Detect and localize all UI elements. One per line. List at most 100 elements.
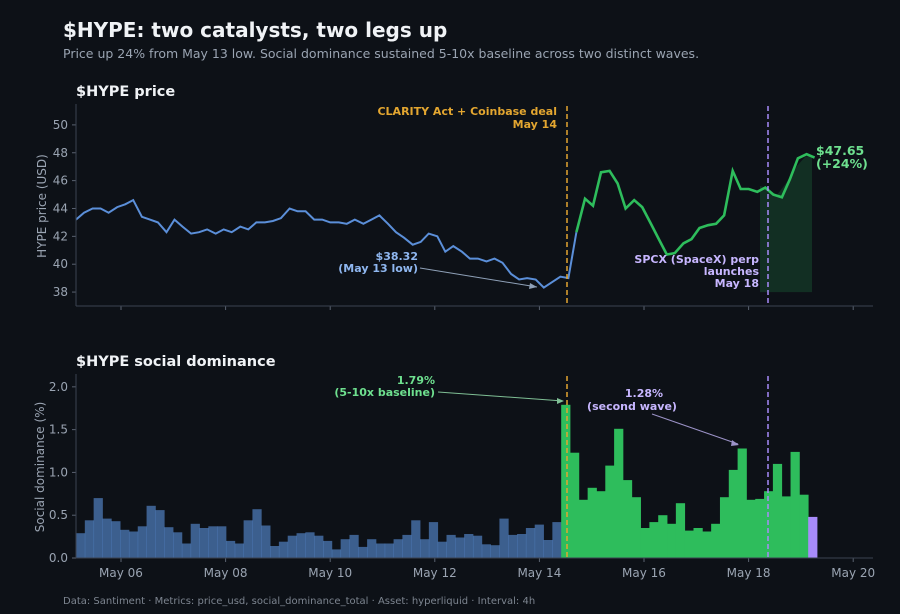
social-bar bbox=[446, 534, 456, 558]
social-bar bbox=[737, 448, 747, 558]
social-y-tick-label: 1.0 bbox=[49, 465, 68, 479]
social-bar bbox=[428, 522, 439, 558]
social-bar bbox=[693, 528, 703, 558]
social-bar bbox=[402, 534, 412, 558]
social-bar bbox=[375, 543, 386, 558]
social-x-tick-label: May 10 bbox=[308, 566, 352, 580]
social-x-tick-label: May 06 bbox=[99, 566, 143, 580]
low-price-arrowhead bbox=[529, 283, 537, 289]
social-bar bbox=[667, 523, 677, 558]
social-y-tick-label: 1.5 bbox=[49, 423, 68, 437]
peak-1-arrow bbox=[437, 391, 564, 402]
price-line-pre-catalyst bbox=[75, 198, 578, 289]
social-bar bbox=[111, 521, 121, 558]
peak-2-label: 1.28% bbox=[625, 387, 663, 400]
price-chart: $HYPE price HYPE price (USD) 38 40 42 44 46 4… bbox=[35, 84, 873, 310]
social-bar bbox=[93, 498, 103, 558]
social-bar bbox=[128, 531, 139, 558]
social-bar bbox=[261, 525, 271, 558]
social-bar bbox=[464, 534, 474, 558]
social-bar bbox=[517, 534, 527, 558]
price-change-label: (+24%) bbox=[816, 156, 868, 171]
social-y-axis-label: Social dominance (%) bbox=[33, 402, 47, 533]
low-price-arrow bbox=[419, 267, 538, 288]
social-bar bbox=[525, 528, 536, 558]
price-y-axis-label: HYPE price (USD) bbox=[35, 154, 49, 258]
social-bar bbox=[84, 520, 95, 558]
social-bar bbox=[719, 497, 730, 558]
latest-price-label: $47.65 bbox=[816, 143, 864, 158]
social-bar bbox=[481, 544, 492, 558]
price-y-tick-label: 48 bbox=[53, 146, 68, 160]
social-bar bbox=[790, 451, 800, 558]
social-bar bbox=[561, 404, 571, 558]
social-bar bbox=[146, 505, 156, 558]
social-bar bbox=[658, 515, 668, 558]
social-bar bbox=[76, 533, 86, 558]
price-y-tick-label: 42 bbox=[53, 229, 68, 243]
social-bar bbox=[640, 528, 650, 558]
social-bar bbox=[508, 534, 518, 558]
social-bar bbox=[455, 537, 465, 558]
social-bar bbox=[746, 499, 756, 558]
social-bar bbox=[314, 535, 324, 558]
social-x-tick-label: May 16 bbox=[622, 566, 666, 580]
catalyst-2-label-line2: launches bbox=[704, 265, 760, 278]
catalyst-2-date: May 18 bbox=[715, 277, 759, 290]
social-bar bbox=[755, 498, 765, 558]
social-bar bbox=[243, 520, 253, 558]
social-bar bbox=[393, 539, 403, 558]
social-bar bbox=[305, 532, 315, 558]
social-bar bbox=[684, 530, 694, 558]
social-x-tick-label: May 14 bbox=[517, 566, 561, 580]
social-bar bbox=[270, 546, 280, 558]
social-bar bbox=[499, 518, 509, 558]
social-bar bbox=[490, 545, 500, 558]
social-bar bbox=[605, 465, 615, 558]
social-bar bbox=[702, 531, 712, 558]
social-bar bbox=[208, 526, 218, 558]
price-y-tick-label: 44 bbox=[53, 201, 68, 215]
peak-2-arrow bbox=[651, 413, 739, 445]
social-bar bbox=[552, 522, 562, 558]
social-y-tick-label: 2.0 bbox=[49, 380, 68, 394]
low-price-note: (May 13 low) bbox=[338, 262, 418, 275]
social-bar bbox=[781, 496, 791, 558]
social-bar bbox=[367, 539, 377, 558]
price-chart-title: $HYPE price bbox=[76, 84, 175, 100]
price-y-tick-label: 38 bbox=[53, 285, 68, 299]
social-bar bbox=[614, 428, 624, 558]
social-bar bbox=[358, 546, 368, 558]
peak-1-note: (5-10x baseline) bbox=[334, 386, 435, 399]
social-bar bbox=[543, 540, 553, 558]
social-bar bbox=[234, 543, 245, 558]
peak-2-note: (second wave) bbox=[587, 400, 677, 413]
social-bar bbox=[534, 524, 544, 558]
price-y-tick-label: 50 bbox=[53, 118, 68, 132]
social-bar bbox=[728, 469, 739, 558]
peak-1-arrowhead bbox=[557, 398, 564, 404]
social-bar bbox=[596, 491, 606, 558]
social-bar bbox=[173, 532, 183, 558]
social-bar bbox=[411, 520, 421, 558]
social-bar bbox=[296, 533, 306, 558]
social-y-tick-label: 0.0 bbox=[49, 551, 68, 565]
social-bar bbox=[622, 480, 633, 558]
page-subtitle: Price up 24% from May 13 low. Social dom… bbox=[63, 46, 700, 61]
social-y-tick-label: 0.5 bbox=[49, 508, 68, 522]
social-bar bbox=[711, 523, 721, 558]
social-dominance-chart: $HYPE social dominance Social dominance … bbox=[33, 354, 875, 580]
social-bar bbox=[278, 541, 289, 558]
social-bar bbox=[437, 541, 447, 558]
price-y-tick-label: 46 bbox=[53, 174, 68, 188]
social-bar bbox=[323, 540, 333, 558]
social-x-tick-label: May 12 bbox=[413, 566, 457, 580]
data-source-footer: Data: Santiment · Metrics: price_usd, so… bbox=[63, 596, 536, 607]
catalyst-1-date: May 14 bbox=[513, 118, 558, 131]
price-y-tick-label: 40 bbox=[53, 257, 68, 271]
social-bar bbox=[808, 516, 818, 558]
social-x-tick-label: May 20 bbox=[831, 566, 875, 580]
social-bar bbox=[472, 535, 483, 558]
social-bar bbox=[631, 497, 641, 558]
